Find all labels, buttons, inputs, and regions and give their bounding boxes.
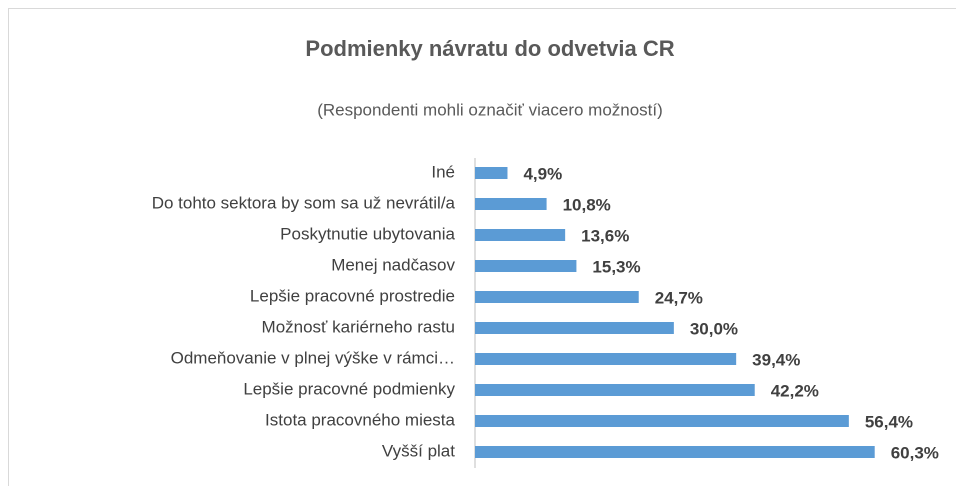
bar — [475, 198, 547, 210]
data-label: 13,6% — [581, 226, 629, 245]
y-tick-label: Iné — [431, 162, 455, 181]
data-label: 10,8% — [563, 195, 611, 214]
bar — [475, 353, 737, 365]
bar — [475, 291, 639, 303]
chart-title: Podmienky návratu do odvetvia CR — [305, 36, 674, 61]
bar — [475, 415, 849, 427]
y-tick-label: Odmeňovanie v plnej výške v rámci… — [171, 348, 455, 367]
data-label: 24,7% — [655, 288, 703, 307]
y-tick-label: Menej nadčasov — [331, 255, 455, 274]
data-label: 60,3% — [891, 443, 939, 462]
data-label: 39,4% — [752, 350, 800, 369]
y-tick-label: Poskytnutie ubytovania — [280, 224, 455, 243]
data-label: 42,2% — [771, 381, 819, 400]
bar — [475, 446, 875, 458]
data-label: 30,0% — [690, 319, 738, 338]
bar — [475, 260, 577, 272]
y-tick-label: Možnosť kariérneho rastu — [262, 317, 455, 336]
bar — [475, 229, 566, 241]
bar — [475, 322, 674, 334]
data-label: 15,3% — [592, 257, 640, 276]
y-tick-label: Do tohto sektora by som sa už nevrátil/a — [152, 193, 456, 212]
y-tick-label: Vyšší plat — [382, 441, 455, 460]
chart-subtitle: (Respondenti mohli označiť viacero možno… — [317, 100, 663, 119]
data-label: 56,4% — [865, 412, 913, 431]
y-tick-label: Istota pracovného miesta — [265, 410, 455, 429]
bar — [475, 384, 755, 396]
y-tick-label: Lepšie pracovné podmienky — [243, 379, 455, 398]
chart-border — [8, 8, 956, 486]
y-tick-label: Lepšie pracovné prostredie — [250, 286, 455, 305]
bar — [475, 167, 508, 179]
data-label: 4,9% — [523, 164, 562, 183]
